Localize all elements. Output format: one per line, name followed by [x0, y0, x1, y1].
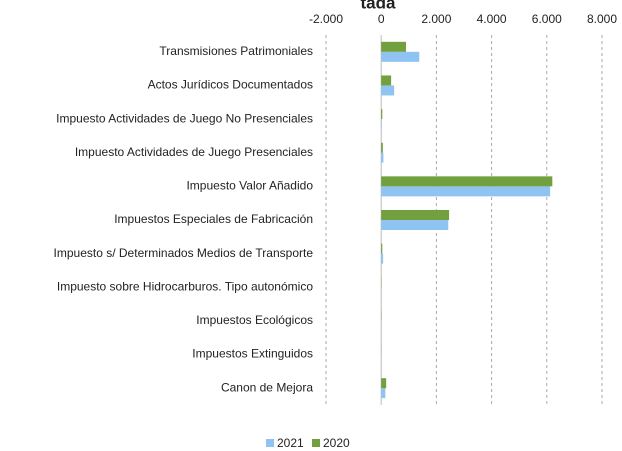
y-tick-label: Impuestos Ecológicos [196, 313, 313, 327]
y-tick-label: Impuesto Actividades de Juego No Presenc… [56, 111, 313, 125]
bar [381, 378, 387, 389]
bar [381, 152, 384, 163]
x-tick-label: 4.000 [477, 12, 507, 26]
bar [381, 142, 383, 153]
y-tick-label: Impuesto Actividades de Juego Presencial… [75, 145, 313, 159]
bar [381, 85, 395, 96]
bar [381, 243, 383, 254]
bar [381, 176, 553, 187]
y-tick-label: Impuesto sobre Hidrocarburos. Tipo auton… [57, 279, 313, 293]
x-tick-label: 6.000 [532, 12, 562, 26]
legend-swatch [266, 439, 274, 447]
legend-swatch [312, 439, 320, 447]
bar [381, 41, 407, 52]
chart-title: tada [361, 0, 397, 12]
y-tick-label: Actos Jurídicos Documentados [148, 78, 313, 92]
bar [381, 210, 450, 220]
bar [381, 220, 449, 230]
x-tick-label: 2.000 [421, 12, 451, 26]
bar [381, 75, 392, 86]
x-tick-label: 0 [378, 12, 385, 26]
y-tick-label: Impuestos Extinguidos [192, 347, 313, 361]
y-tick-label: Impuestos Especiales de Fabricación [114, 212, 313, 226]
y-tick-label: Impuesto s/ Determinados Medios de Trans… [54, 246, 314, 260]
y-tick-label: Canon de Mejora [221, 380, 313, 394]
bar [381, 186, 551, 197]
legend-label: 2020 [323, 436, 350, 450]
bar [381, 253, 384, 264]
bar [381, 109, 383, 120]
y-tick-label: Impuesto Valor Añadido [186, 179, 313, 193]
x-tick-label: 8.000 [587, 12, 617, 26]
x-tick-label: -2.000 [309, 12, 343, 26]
bar [381, 51, 420, 62]
bar [381, 388, 386, 399]
bar [381, 119, 382, 130]
y-tick-label: Transmisiones Patrimoniales [159, 44, 313, 58]
legend-label: 2021 [277, 436, 304, 450]
